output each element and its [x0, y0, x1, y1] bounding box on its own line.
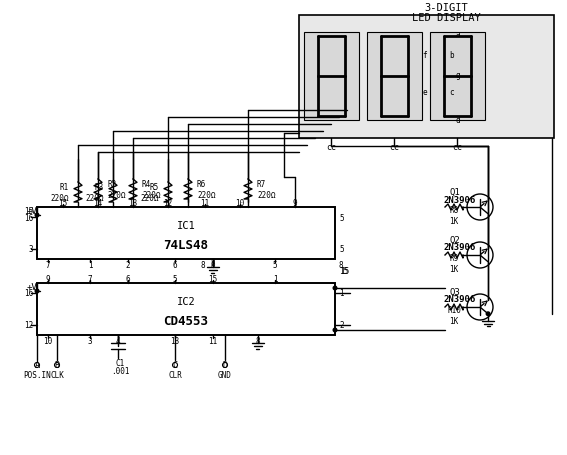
Bar [367, 33, 422, 121]
Text: Q2: Q2 [450, 235, 460, 244]
Text: +V: +V [27, 206, 37, 215]
Text: 6: 6 [173, 260, 177, 269]
Text: Q1: Q1 [450, 187, 460, 196]
Text: POS.IN: POS.IN [23, 371, 51, 379]
Text: 3: 3 [88, 336, 92, 345]
Text: 8: 8 [211, 260, 215, 269]
Text: 12: 12 [24, 321, 33, 330]
Text: 16: 16 [24, 213, 33, 222]
Text: 9: 9 [46, 274, 50, 283]
Text: LED DISPLAY: LED DISPLAY [412, 13, 481, 23]
Text: 4: 4 [116, 336, 120, 345]
Text: g: g [455, 71, 460, 80]
Text: 15: 15 [58, 198, 67, 207]
Text: R5
220Ω: R5 220Ω [141, 183, 159, 202]
Text: a: a [455, 30, 460, 38]
Text: 1: 1 [273, 274, 277, 283]
Bar [304, 33, 359, 121]
Text: .001: .001 [111, 366, 129, 374]
Text: f: f [422, 51, 428, 59]
Text: 7: 7 [46, 260, 50, 269]
Text: C1: C1 [115, 358, 125, 367]
Text: 2: 2 [339, 321, 344, 330]
Text: 16: 16 [24, 289, 33, 298]
Text: R6
220Ω: R6 220Ω [197, 180, 215, 199]
Text: 15: 15 [339, 267, 348, 276]
Text: A: A [35, 361, 40, 369]
Text: R1
220Ω: R1 220Ω [50, 183, 69, 202]
Text: cc: cc [452, 142, 462, 151]
Text: 7: 7 [88, 274, 92, 283]
Text: 2N3906: 2N3906 [444, 243, 476, 252]
Text: 2N3906: 2N3906 [444, 195, 476, 204]
Text: e: e [422, 88, 428, 97]
Text: 3: 3 [28, 245, 33, 254]
Text: 1: 1 [88, 260, 92, 269]
Circle shape [486, 312, 490, 316]
Text: d: d [455, 115, 460, 124]
Text: cc: cc [389, 142, 399, 151]
Text: 1: 1 [339, 289, 344, 298]
Circle shape [35, 289, 39, 293]
Text: 13: 13 [128, 198, 138, 207]
Text: 3-DIGIT: 3-DIGIT [425, 3, 468, 13]
Text: 10: 10 [43, 336, 53, 345]
Text: 8: 8 [201, 260, 205, 269]
Bar [430, 33, 485, 121]
Text: 5: 5 [339, 213, 344, 222]
Text: 2: 2 [126, 260, 130, 269]
Text: C: C [172, 361, 177, 369]
Text: 74LS48: 74LS48 [163, 238, 209, 251]
Text: b: b [450, 51, 454, 59]
Text: D: D [222, 361, 227, 369]
Text: CLR: CLR [168, 371, 182, 379]
Text: 15: 15 [24, 206, 33, 215]
Circle shape [333, 287, 337, 290]
Bar [299, 16, 554, 139]
Text: 5: 5 [339, 245, 344, 254]
Text: 8: 8 [211, 259, 215, 268]
Text: GND: GND [218, 371, 232, 379]
Text: 11: 11 [209, 336, 218, 345]
Text: Q3: Q3 [450, 287, 460, 296]
Text: cc: cc [326, 142, 336, 151]
Text: R8
1K: R8 1K [450, 206, 459, 225]
Text: R9
1K: R9 1K [450, 254, 459, 273]
Circle shape [35, 214, 39, 217]
Text: CLK: CLK [50, 371, 64, 379]
Text: IC2: IC2 [177, 297, 196, 307]
Text: 8: 8 [256, 336, 260, 345]
Text: 11: 11 [200, 198, 210, 207]
Circle shape [333, 329, 337, 332]
Text: 15: 15 [340, 267, 349, 276]
Text: R7
220Ω: R7 220Ω [257, 180, 276, 199]
Text: 13: 13 [170, 336, 180, 345]
Text: R3
220Ω: R3 220Ω [86, 183, 104, 202]
Text: CD4553: CD4553 [163, 314, 209, 327]
Bar [37, 207, 335, 259]
Text: 9: 9 [293, 198, 297, 207]
Text: 6: 6 [126, 274, 130, 283]
Text: 14: 14 [94, 198, 103, 207]
Bar [37, 283, 335, 335]
Text: 5: 5 [273, 260, 277, 269]
Text: R2
220Ω: R2 220Ω [107, 180, 125, 199]
Text: 12: 12 [163, 198, 172, 207]
Text: c: c [450, 88, 454, 97]
Text: 2N3906: 2N3906 [444, 295, 476, 304]
Text: R4
220Ω: R4 220Ω [142, 180, 160, 199]
Text: 8: 8 [339, 260, 344, 269]
Text: 15: 15 [209, 274, 218, 283]
Text: 10: 10 [235, 198, 244, 207]
Text: IC1: IC1 [177, 221, 196, 231]
Text: R10
1K: R10 1K [447, 306, 461, 325]
Text: B: B [54, 361, 60, 369]
Text: +V: +V [27, 282, 37, 291]
Text: 5: 5 [173, 274, 177, 283]
